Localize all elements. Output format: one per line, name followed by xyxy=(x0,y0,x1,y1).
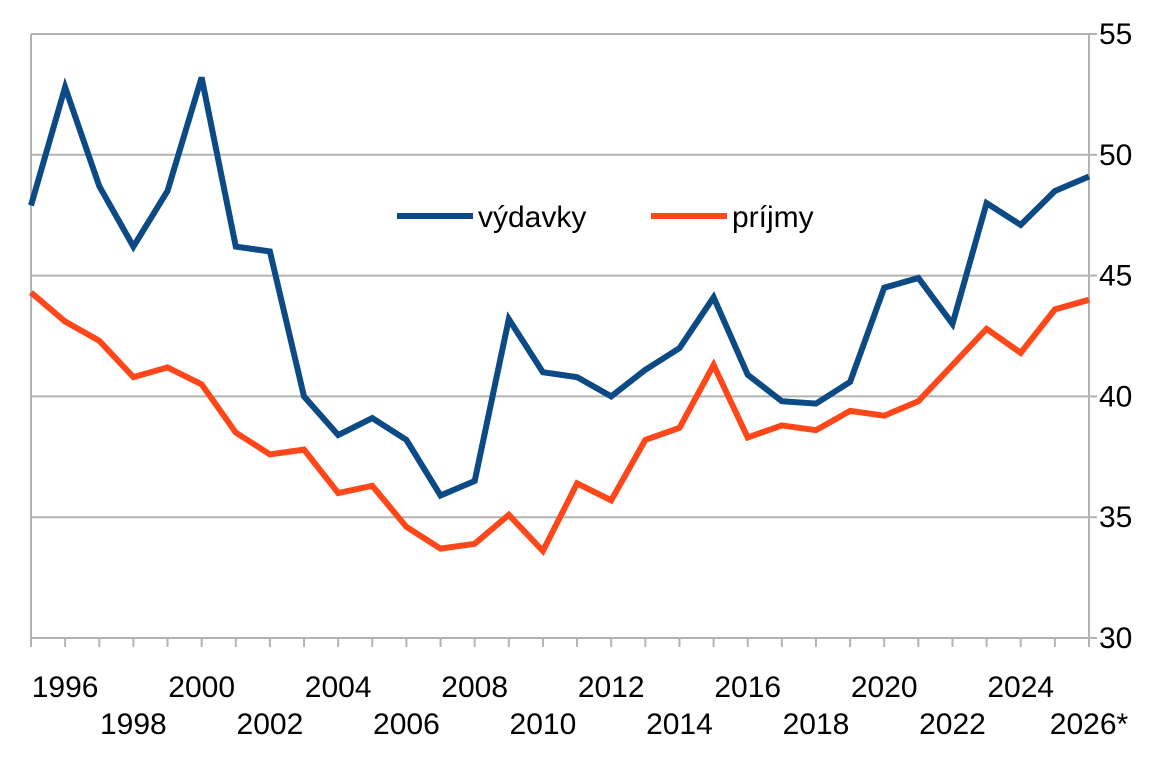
x-tick-label: 2002 xyxy=(237,708,304,741)
x-tick-label: 2024 xyxy=(987,671,1054,704)
y-tick-label: 30 xyxy=(1099,622,1132,655)
x-tick-label: 2004 xyxy=(305,671,372,704)
y-tick-label: 35 xyxy=(1099,501,1132,534)
x-tick-label: 2022 xyxy=(919,708,986,741)
x-tick-label: 2012 xyxy=(578,671,645,704)
legend-label-vydavky: výdavky xyxy=(478,201,586,234)
legend-item-vydavky: výdavky xyxy=(397,201,586,234)
x-tick-label: 2026* xyxy=(1050,708,1129,741)
y-axis-tick-labels: 30 35 40 45 50 55 xyxy=(1099,18,1132,655)
x-tick-label: 2018 xyxy=(783,708,850,741)
series-layer xyxy=(28,76,1091,557)
x-axis-ticks xyxy=(30,638,1090,647)
y-tick-label: 45 xyxy=(1099,260,1132,293)
x-tick-label: 2020 xyxy=(851,671,918,704)
y-tick-label: 55 xyxy=(1099,18,1132,51)
y-tick-label: 50 xyxy=(1099,139,1132,172)
x-tick-label: 2008 xyxy=(441,671,508,704)
x-tick-label: 1998 xyxy=(100,708,167,741)
x-tick-label: 2016 xyxy=(714,671,781,704)
x-tick-label: 2014 xyxy=(646,708,713,741)
axes xyxy=(30,34,1090,639)
x-tick-label: 2006 xyxy=(373,708,440,741)
legend-label-prijmy: príjmy xyxy=(732,201,814,234)
x-tick-label: 2000 xyxy=(168,671,235,704)
series-line-prijmy xyxy=(29,290,1090,557)
legend-item-prijmy: príjmy xyxy=(651,201,814,234)
x-tick-label: 1996 xyxy=(32,671,99,704)
legend: výdavky príjmy xyxy=(397,201,814,234)
x-tick-label: 2010 xyxy=(510,708,577,741)
x-axis-tick-labels: 1996199820002002200420062008201020122014… xyxy=(32,671,1129,741)
gridlines xyxy=(31,33,1097,639)
series-line-vydavky xyxy=(28,76,1091,500)
y-tick-label: 40 xyxy=(1099,380,1132,413)
